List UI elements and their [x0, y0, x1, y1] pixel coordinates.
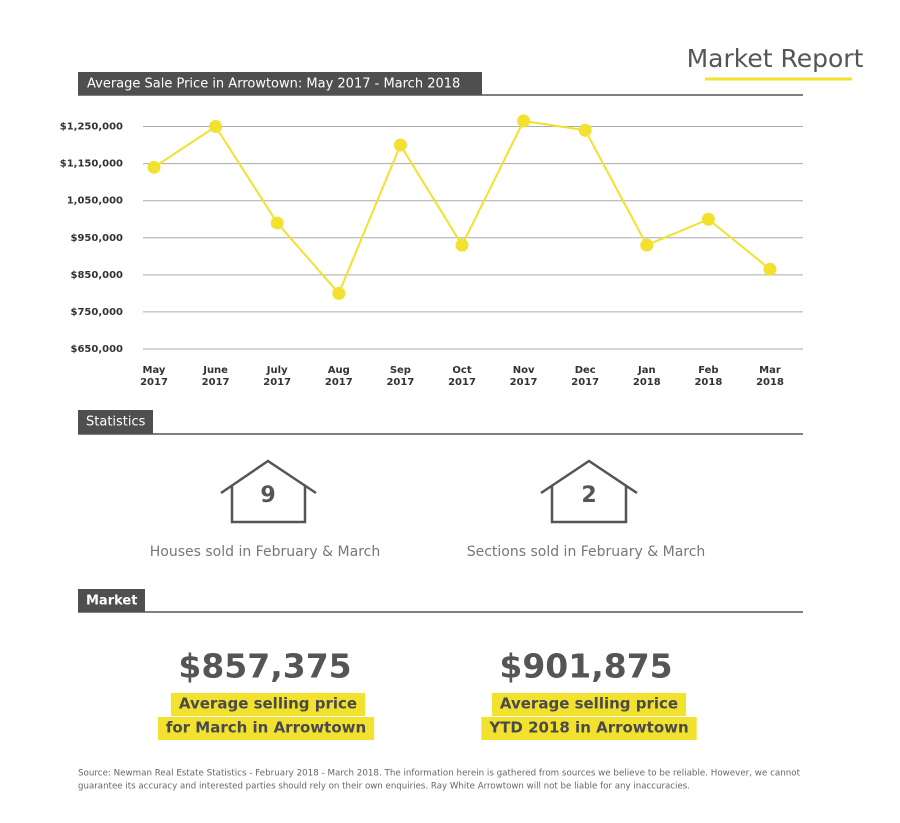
house-icons	[220, 459, 638, 524]
house-icon	[540, 459, 638, 524]
x-tick-label: Sep 2017	[386, 365, 414, 388]
y-tick-label: $650,000	[70, 344, 123, 355]
x-tick-label: Aug 2017	[325, 365, 353, 388]
data-point	[455, 238, 469, 252]
price-label: Average selling price	[500, 695, 678, 713]
y-tick-label: $950,000	[70, 233, 123, 244]
price-value: $901,875	[499, 647, 672, 686]
data-point	[270, 216, 284, 230]
price-label: YTD 2018 in Arrowtown	[488, 719, 688, 737]
x-tick-label: June 2017	[202, 365, 230, 388]
x-tick-label: Oct 2017	[448, 365, 476, 388]
label-highlight	[481, 717, 697, 740]
data-point	[332, 286, 346, 300]
y-tick-label: $1,150,000	[60, 159, 123, 170]
stat-label: Sections sold in February & March	[467, 544, 706, 560]
data-point	[393, 138, 407, 152]
data-point	[763, 262, 777, 276]
report-title: Market Report	[687, 44, 864, 73]
house-icon	[220, 459, 317, 524]
section-title: Statistics	[86, 415, 146, 430]
x-tick-label: Dec 2017	[571, 365, 599, 388]
chart-title: Average Sale Price in Arrowtown: May 201…	[87, 77, 460, 92]
highlights	[157, 693, 697, 740]
x-tick-label: July 2017	[263, 365, 291, 388]
stat-label: Houses sold in February & March	[150, 544, 380, 560]
x-tick-label: May 2017	[140, 365, 168, 388]
x-tick-label: Mar 2018	[756, 365, 784, 388]
label-highlight	[491, 693, 687, 716]
data-point	[209, 120, 223, 134]
section-header	[78, 410, 153, 434]
y-tick-label: 1,050,000	[67, 196, 123, 207]
label-highlight	[170, 693, 366, 716]
data-point	[517, 114, 531, 128]
price-label: for March in Arrowtown	[166, 719, 366, 737]
x-tick-label: Jan 2018	[633, 365, 661, 388]
section-title: Market	[86, 594, 137, 609]
x-tick-label: Feb 2018	[694, 365, 722, 388]
price-value: $857,375	[178, 647, 351, 686]
label-highlight	[157, 717, 375, 740]
x-tick-label: Nov 2017	[510, 365, 538, 388]
data-point	[701, 212, 715, 226]
stat-value: 9	[260, 483, 275, 508]
stat-value: 2	[581, 483, 596, 508]
data-point	[578, 123, 592, 137]
section-header	[78, 72, 482, 95]
price-label: Average selling price	[179, 695, 357, 713]
y-tick-label: $750,000	[70, 307, 123, 318]
y-tick-label: $850,000	[70, 270, 123, 281]
footer-text: guarantee its accuracy and interested pa…	[78, 782, 690, 792]
footer-text: Source: Newman Real Estate Statistics - …	[78, 769, 800, 779]
y-tick-label: $1,250,000	[60, 122, 123, 133]
data-point	[147, 160, 161, 174]
section-header	[78, 589, 145, 612]
data-point	[640, 238, 654, 252]
